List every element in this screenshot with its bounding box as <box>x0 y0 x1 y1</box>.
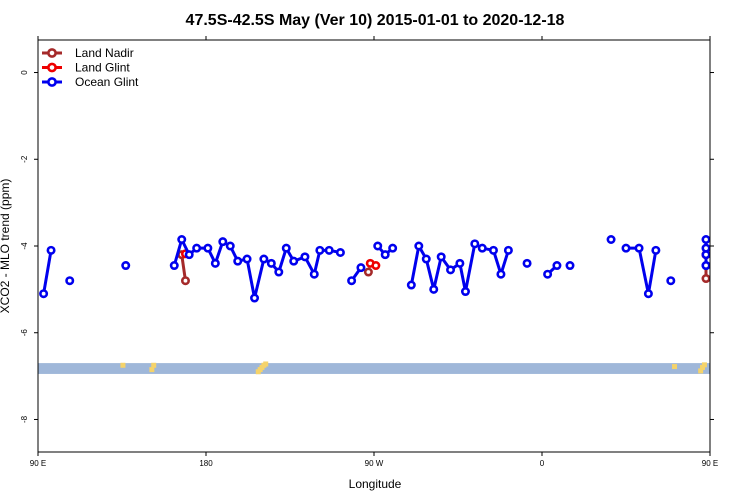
series-ocean-glint-point <box>488 245 498 255</box>
series-ocean-glint-point <box>621 243 631 253</box>
series-ocean-glint-point <box>233 256 243 266</box>
band-layer <box>38 361 710 375</box>
series-ocean-glint-point <box>300 252 310 262</box>
x-tick-label: 0 <box>540 459 545 468</box>
band-mark <box>672 364 678 370</box>
series-land-nadir-point <box>180 276 190 286</box>
series-ocean-glint-point <box>429 284 439 294</box>
series-ocean-glint-point <box>606 234 616 244</box>
series-ocean-glint-point <box>218 237 228 247</box>
x-tick-label: 180 <box>199 459 213 468</box>
band-mark <box>263 361 269 367</box>
series-ocean-glint-point <box>315 245 325 255</box>
series-ocean-glint-point <box>169 261 179 271</box>
series-ocean-glint-point <box>184 250 194 260</box>
series-ocean-glint-point <box>634 243 644 253</box>
legend-ocean-glint-marker <box>47 77 57 87</box>
legend-land-nadir-label: Land Nadir <box>75 46 134 60</box>
band-mark <box>149 367 155 373</box>
series-ocean-glint-point <box>210 258 220 268</box>
series-land-glint-point <box>371 261 381 271</box>
series-layer <box>39 234 711 303</box>
legend-land-nadir-marker <box>47 48 57 58</box>
series-ocean-glint-point <box>522 258 532 268</box>
y-tick-label: -8 <box>20 415 29 423</box>
series-ocean-glint-point <box>701 234 711 244</box>
series-ocean-glint-point <box>65 276 75 286</box>
series-ocean-glint-point <box>496 269 506 279</box>
chart-title: 47.5S-42.5S May (Ver 10) 2015-01-01 to 2… <box>186 12 565 29</box>
series-ocean-glint-point <box>266 258 276 268</box>
band-mark <box>151 362 157 368</box>
series-ocean-glint-point <box>356 263 366 273</box>
series-ocean-glint-point <box>421 254 431 264</box>
series-ocean-glint-point <box>203 243 213 253</box>
series-ocean-glint-point <box>460 287 470 297</box>
y-tick-label: -4 <box>20 242 29 250</box>
series-ocean-glint-point <box>281 243 291 253</box>
y-tick-label: -2 <box>20 155 29 163</box>
legend-ocean-glint-label: Ocean Glint <box>75 75 139 89</box>
series-ocean-glint-point <box>289 256 299 266</box>
y-axis: 0 -2 -4 -6 -8 <box>20 70 714 423</box>
series-ocean-glint-point <box>565 261 575 271</box>
series-ocean-glint-point <box>373 241 383 251</box>
series-ocean-glint-point <box>406 280 416 290</box>
y-axis-label: XCO2 - MLO trend (ppm) <box>0 179 12 314</box>
series-ocean-glint-point <box>388 243 398 253</box>
series-ocean-glint-point <box>309 269 319 279</box>
series-ocean-glint-point <box>651 245 661 255</box>
band-mark <box>700 364 706 370</box>
series-ocean-glint-point <box>250 293 260 303</box>
series-ocean-glint-point <box>274 267 284 277</box>
series-ocean-glint-line <box>42 250 53 294</box>
series-land-nadir-point <box>363 267 373 277</box>
series-ocean-glint-point <box>324 245 334 255</box>
series-ocean-glint-point <box>470 239 480 249</box>
series-ocean-glint-point <box>259 254 269 264</box>
series-ocean-glint-point <box>477 243 487 253</box>
series-ocean-glint-point <box>643 289 653 299</box>
series-ocean-glint-point <box>192 243 202 253</box>
legend-land-glint-label: Land Glint <box>75 61 130 75</box>
x-axis: 90 E 180 90 W 0 90 E <box>30 36 718 468</box>
y-tick-label: -6 <box>20 329 29 337</box>
series-ocean-glint-point <box>666 276 676 286</box>
series-ocean-glint-point <box>701 243 711 253</box>
series-ocean-glint-point <box>455 258 465 268</box>
series-ocean-glint-point <box>225 241 235 251</box>
x-tick-label: 90 E <box>702 459 718 468</box>
x-tick-label: 90 W <box>365 459 384 468</box>
legend-land-glint-marker <box>47 62 57 73</box>
series-ocean-glint-point <box>39 289 49 299</box>
series-ocean-glint-point <box>436 252 446 262</box>
series-ocean-glint-point <box>701 261 711 271</box>
band-mark <box>120 362 126 368</box>
series-ocean-glint-point <box>347 276 357 286</box>
series-ocean-glint-point <box>121 261 131 271</box>
series-ocean-glint-point <box>543 269 553 279</box>
series-ocean-glint-point <box>446 265 456 275</box>
band-mark <box>701 362 707 368</box>
series-ocean-glint-point <box>242 254 252 264</box>
series-ocean-glint-point <box>177 234 187 244</box>
band-mark <box>698 368 704 374</box>
x-tick-label: 90 E <box>30 459 46 468</box>
reference-band <box>38 363 710 374</box>
y-tick-label: 0 <box>20 70 29 75</box>
series-ocean-glint-point <box>552 261 562 271</box>
series-ocean-glint-point <box>46 245 56 255</box>
series-ocean-glint-point <box>335 248 345 258</box>
series-ocean-glint-line <box>626 246 658 296</box>
series-ocean-glint-point <box>380 250 390 260</box>
x-axis-label: Longitude <box>349 477 402 491</box>
series-ocean-glint-point <box>503 245 513 255</box>
series-ocean-glint-point <box>414 241 424 251</box>
series-land-nadir-point <box>701 274 711 284</box>
